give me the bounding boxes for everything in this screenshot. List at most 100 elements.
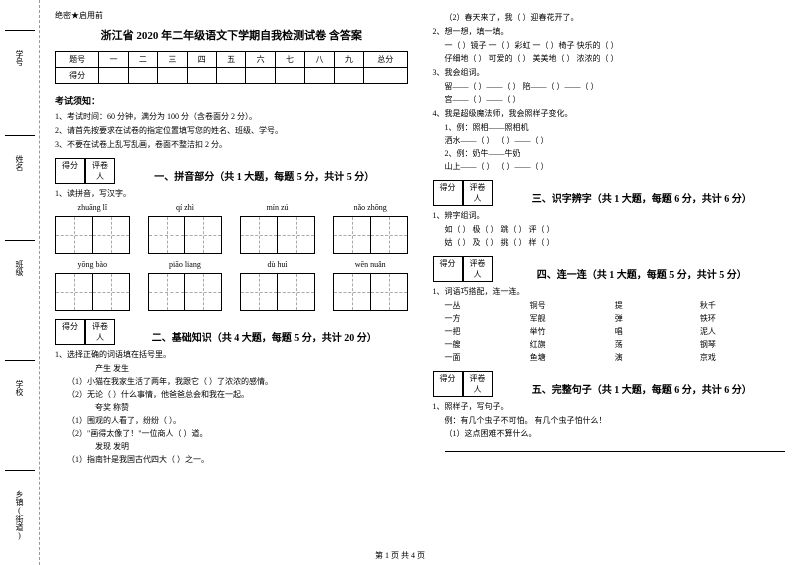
section-3-title: 三、识字辨字（共 1 大题，每题 6 分，共计 6 分）: [499, 180, 786, 205]
notice-item: 3、不要在试卷上乱写乱画，卷面不整洁扣 2 分。: [55, 139, 408, 150]
char-grid: [55, 273, 130, 311]
m: 一面: [445, 352, 530, 363]
td: [305, 68, 334, 84]
char-grid: [240, 273, 315, 311]
sub-q: 2、例：奶牛——牛奶: [445, 148, 786, 159]
pinyin: qí zhì: [148, 203, 223, 212]
sub-q: （2）"画得太像了！"一位商人（ ）道。: [67, 428, 408, 439]
m: 弹: [615, 313, 700, 324]
th: 一: [99, 52, 128, 68]
margin-line: [5, 135, 35, 136]
margin-line: [5, 470, 35, 471]
th: 总分: [364, 52, 407, 68]
sub-q: 留——（ ）——（ ） 陪——（ ）——（ ）: [445, 81, 786, 92]
q-text: 4、我是超级魔法师，我会照样子变化。: [433, 108, 786, 119]
choices: 发现 发明: [95, 441, 408, 452]
section-1-title: 一、拼音部分（共 1 大题，每题 5 分，共计 5 分）: [121, 158, 408, 183]
score-label: 得分: [433, 180, 463, 205]
left-column: 绝密★启用前 浙江省 2020 年二年级语文下学期自我检测试卷 含答案 题号 一…: [55, 10, 408, 545]
char-cell: [148, 216, 186, 254]
table-row: 得分: [56, 68, 408, 84]
m: 秋千: [700, 300, 785, 311]
margin-label-class: 班级: [14, 260, 25, 276]
char-grid: [240, 216, 315, 254]
sub-q: 如（ ） 极（ ） 跳（ ） 评（ ）: [445, 224, 786, 235]
pinyin: wēn nuǎn: [333, 260, 408, 269]
margin-label-township: 乡镇(街道): [14, 490, 25, 540]
match-row: 一丛铜号提秋千: [445, 300, 786, 311]
score-label: 得分: [55, 319, 85, 344]
section-3-head: 得分 评卷人 三、识字辨字（共 1 大题，每题 6 分，共计 6 分）: [433, 180, 786, 206]
char-cell: [240, 216, 278, 254]
char-cell: [333, 216, 371, 254]
section-2-title: 二、基础知识（共 4 大题，每题 5 分，共计 20 分）: [121, 319, 408, 344]
sub-q: 山上——（ ） （ ）——（ ）: [445, 161, 786, 172]
notice-item: 1、考试时间：60 分钟，满分为 100 分（含卷面分 2 分）。: [55, 111, 408, 122]
score-table: 题号 一 二 三 四 五 六 七 八 九 总分 得分: [55, 51, 408, 84]
char-cell: [93, 216, 130, 254]
td: [275, 68, 304, 84]
td: [364, 68, 407, 84]
m: 京戏: [700, 352, 785, 363]
margin-label-name: 姓名: [14, 155, 25, 171]
m: 举竹: [530, 326, 615, 337]
match-row: 一艘红旗荡钢琴: [445, 339, 786, 350]
q-text: 1、选择正确的词语填在括号里。: [55, 349, 408, 360]
grader-label: 评卷人: [85, 319, 115, 344]
char-grid: [333, 273, 408, 311]
pinyin-row: yōng bào piāo liang dù huì wēn nuǎn: [55, 260, 408, 269]
m: 鱼塘: [530, 352, 615, 363]
match-row: 一方军舰弹铁环: [445, 313, 786, 324]
margin-line: [5, 30, 35, 31]
pinyin-row: zhuāng lǐ qí zhì mín zú nǎo zhōng: [55, 203, 408, 212]
sub-q: （1）围观的人看了，纷纷（ ）。: [67, 415, 408, 426]
char-cell: [240, 273, 278, 311]
pinyin: yōng bào: [55, 260, 130, 269]
section-1-head: 得分 评卷人 一、拼音部分（共 1 大题，每题 5 分，共计 5 分）: [55, 158, 408, 184]
char-grid: [148, 273, 223, 311]
match-row: 一面鱼塘演京戏: [445, 352, 786, 363]
section-5-head: 得分 评卷人 五、完整句子（共 1 大题，每题 6 分，共计 6 分）: [433, 371, 786, 397]
secrecy-mark: 绝密★启用前: [55, 10, 408, 21]
char-grid-row: [55, 273, 408, 311]
pinyin: mín zú: [240, 203, 315, 212]
th: 题号: [56, 52, 99, 68]
m: 唱: [615, 326, 700, 337]
page-footer: 第 1 页 共 4 页: [0, 550, 800, 561]
margin-label-school: 学校: [14, 380, 25, 396]
char-grid-row: [55, 216, 408, 254]
m: 一艘: [445, 339, 530, 350]
margin-label-id: 学号: [14, 50, 25, 66]
td: [187, 68, 216, 84]
char-cell: [333, 273, 371, 311]
grader-label: 评卷人: [463, 180, 493, 205]
pinyin: zhuāng lǐ: [55, 203, 130, 212]
td: [334, 68, 363, 84]
section-4-head: 得分 评卷人 四、连一连（共 1 大题，每题 5 分，共计 5 分）: [433, 256, 786, 282]
m: 一把: [445, 326, 530, 337]
score-label: 得分: [433, 371, 463, 396]
pinyin: dù huì: [240, 260, 315, 269]
q1-text: 1、读拼音，写汉字。: [55, 188, 408, 199]
content-area: 绝密★启用前 浙江省 2020 年二年级语文下学期自我检测试卷 含答案 题号 一…: [40, 0, 800, 565]
m: 荡: [615, 339, 700, 350]
char-grid: [148, 216, 223, 254]
m: 钢琴: [700, 339, 785, 350]
sub-q: 例：有几个虫子不可怕。 有几个虫子怕什么！: [445, 415, 786, 426]
section-5-title: 五、完整句子（共 1 大题，每题 6 分，共计 6 分）: [499, 371, 786, 396]
td: [216, 68, 245, 84]
score-box: 得分 评卷人: [433, 371, 493, 397]
notice-item: 2、请首先按要求在试卷的指定位置填写您的姓名、班级、学号。: [55, 125, 408, 136]
td: [99, 68, 128, 84]
q-text: 2、想一想，填一填。: [433, 26, 786, 37]
sub-q: （1）指南针是我国古代四大（ ）之一。: [67, 454, 408, 465]
binding-margin: 乡镇(街道) 学校 班级 姓名 学号: [0, 0, 40, 565]
q-text: 3、我会组词。: [433, 67, 786, 78]
right-column: （2）春天来了，我（ ）迎春花开了。 2、想一想，填一填。 一（ ）镜子 一（ …: [433, 10, 786, 545]
score-box: 得分 评卷人: [433, 256, 493, 282]
char-cell: [371, 273, 408, 311]
m: 铁环: [700, 313, 785, 324]
grader-label: 评卷人: [463, 256, 493, 281]
grader-label: 评卷人: [85, 158, 115, 183]
th: 三: [158, 52, 187, 68]
